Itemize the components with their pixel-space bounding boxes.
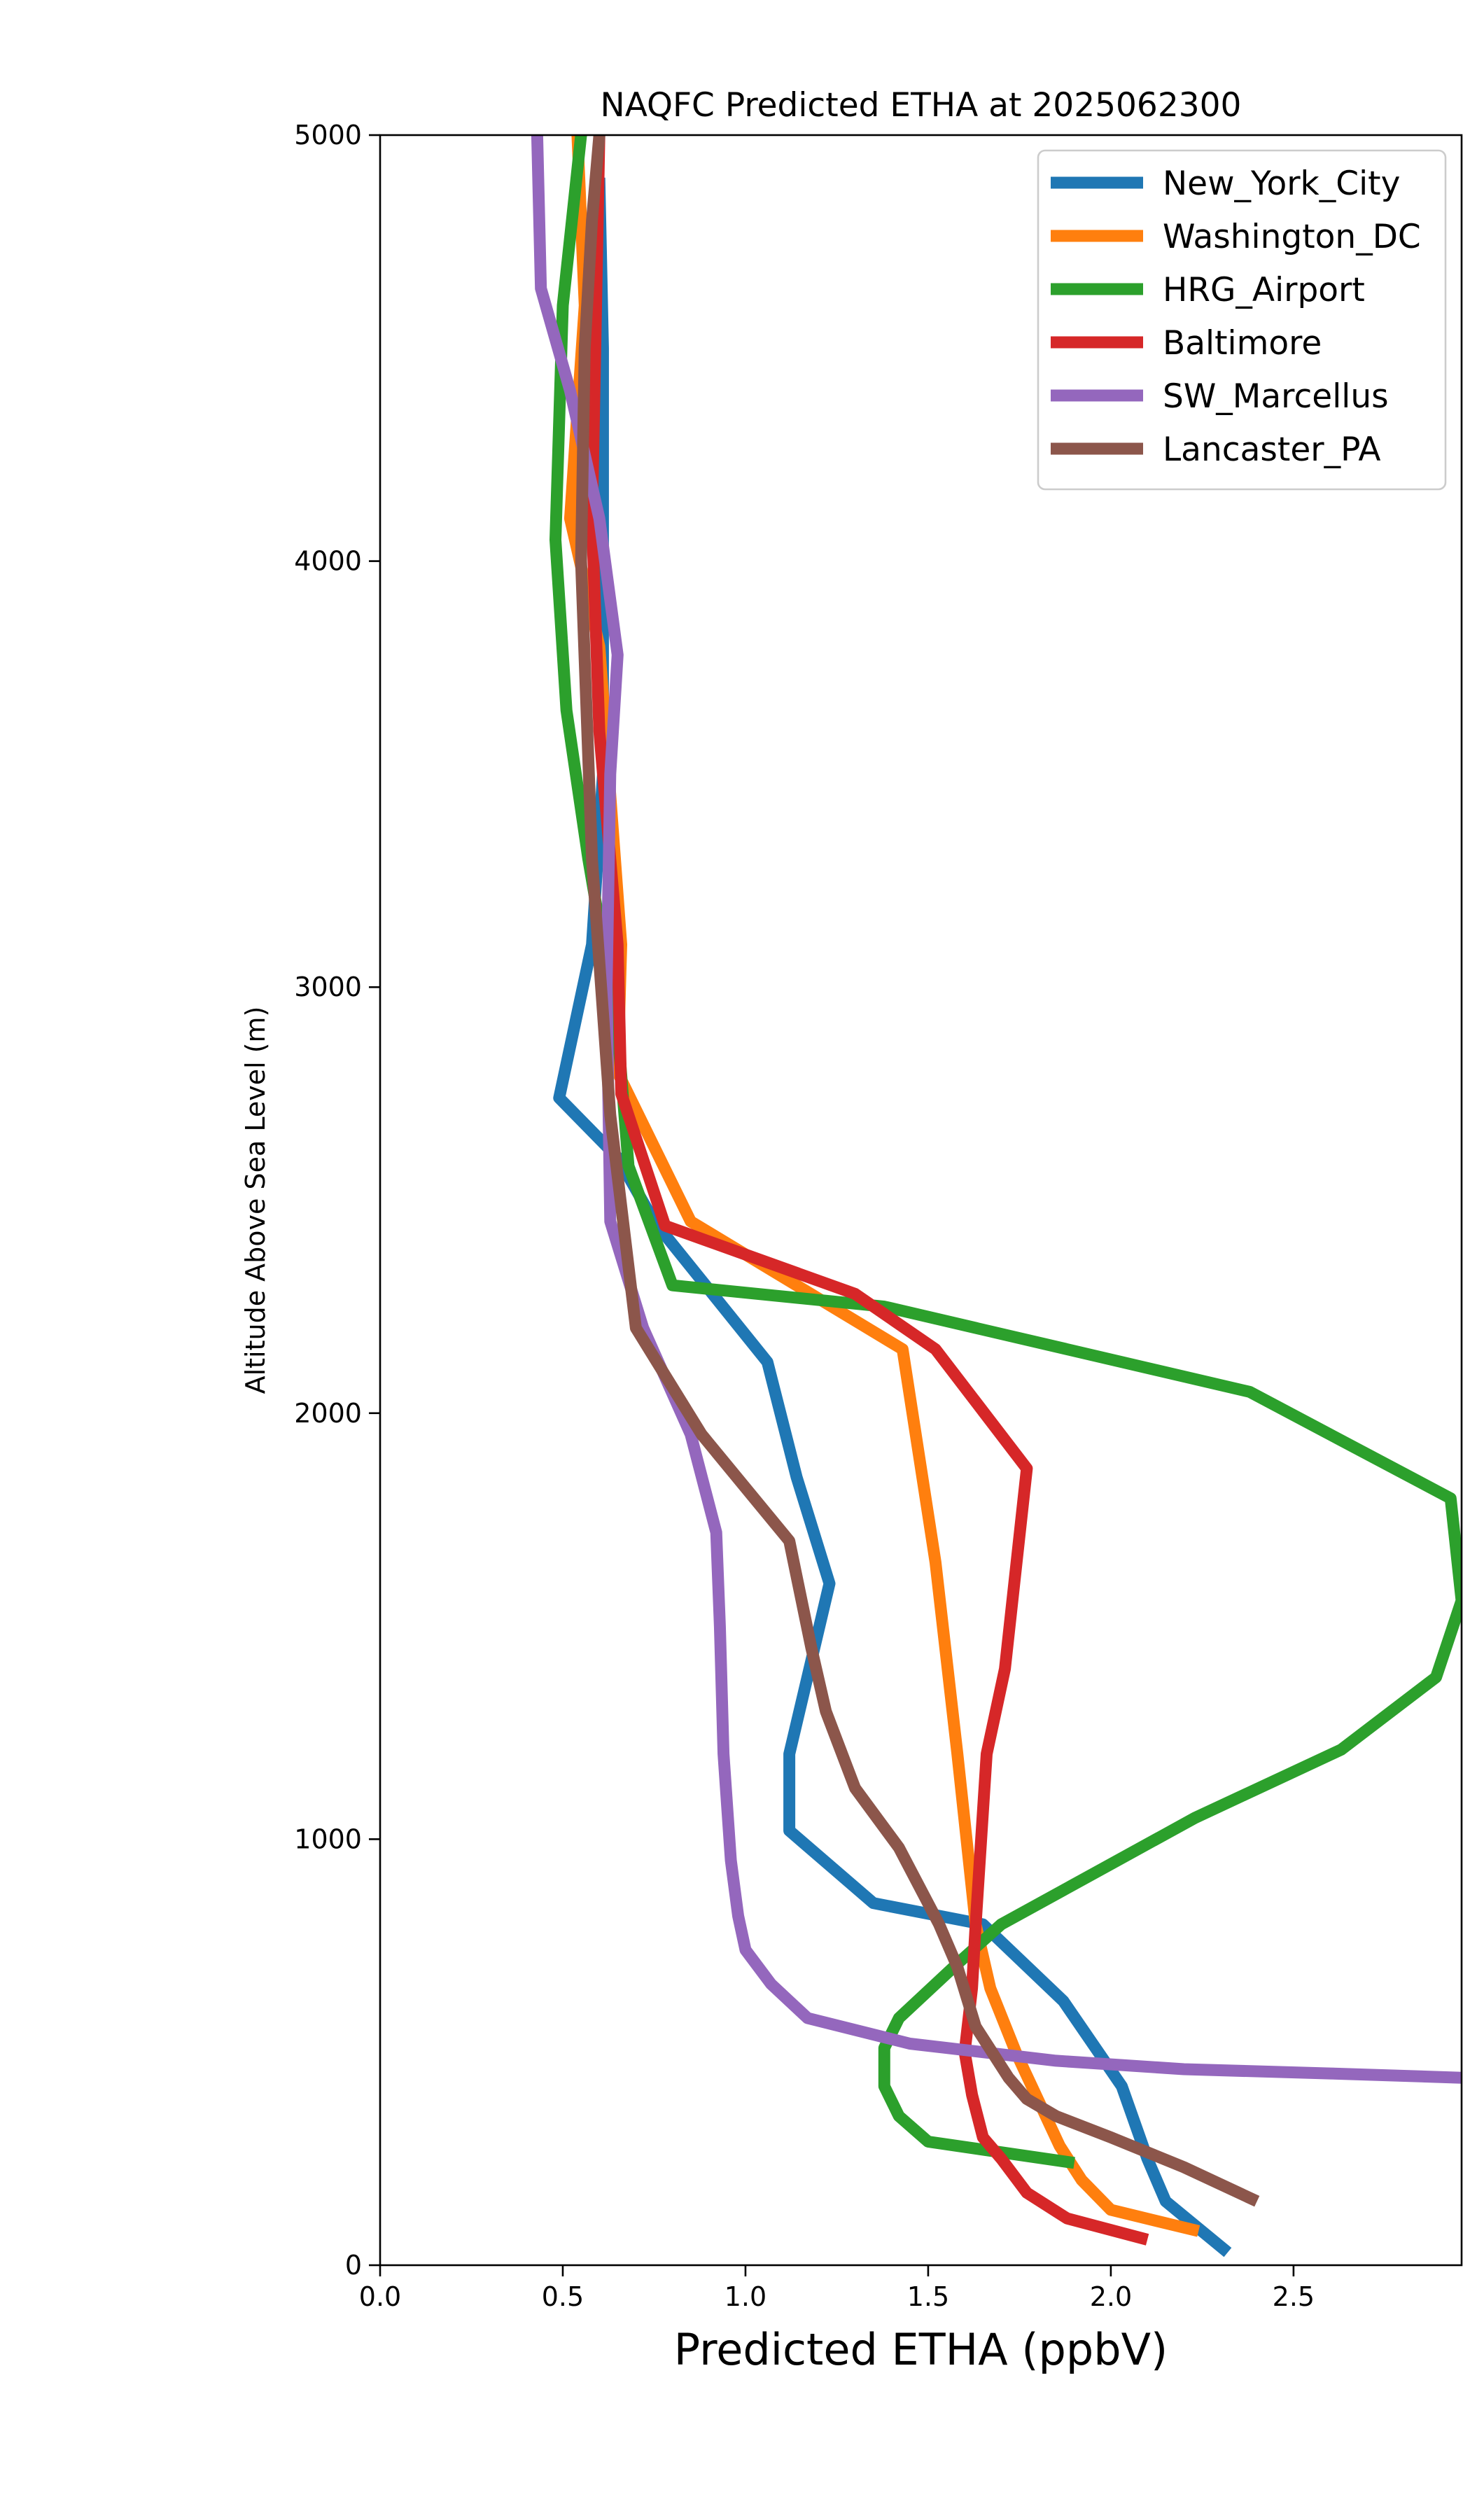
legend-label: Baltimore [1163,324,1322,363]
chart-title: NAQFC Predicted ETHA at 2025062300 [601,86,1242,125]
x-tick-label: 2.0 [1090,2281,1132,2312]
y-tick-label: 5000 [294,120,362,150]
series-line-lancaster-pa [575,135,1260,2207]
plot-frame [379,134,1463,2267]
legend-label: Washington_DC [1163,218,1421,256]
x-tick-label: 1.0 [724,2281,766,2312]
x-tick-label: 0.5 [542,2281,584,2312]
x-axis-ticks: 0.0 0.5 1.0 1.5 2.0 2.5 [359,2265,1315,2312]
series-line-baltimore [586,135,1149,2246]
y-tick-label: 4000 [294,546,362,577]
x-tick-label: 2.5 [1273,2281,1315,2312]
y-tick-label: 2000 [294,1398,362,1429]
y-tick-label: 1000 [294,1823,362,1854]
x-tick-label: 1.5 [907,2281,949,2312]
legend-label: SW_Marcellus [1163,377,1389,416]
x-tick-label: 0.0 [359,2281,401,2312]
series-line-hrg-airport [550,135,1462,2169]
y-tick-label: 3000 [294,972,362,1002]
y-tick-label: 0 [345,2250,362,2281]
series-group [531,135,1462,2258]
legend: New_York_City Washington_DC HRG_Airport Bal… [1037,149,1447,491]
legend-label: Lancaster_PA [1163,430,1381,469]
y-axis-label: Altitude Above Sea Level (m) [240,1007,271,1394]
legend-label: HRG_Airport [1163,271,1365,309]
legend-label: New_York_City [1163,164,1400,203]
series-line-sw-marcellus [531,135,1462,2084]
y-axis-ticks: 0 1000 2000 3000 4000 5000 [294,120,380,2281]
x-axis-label: Predicted ETHA (ppbV) [674,2324,1168,2375]
